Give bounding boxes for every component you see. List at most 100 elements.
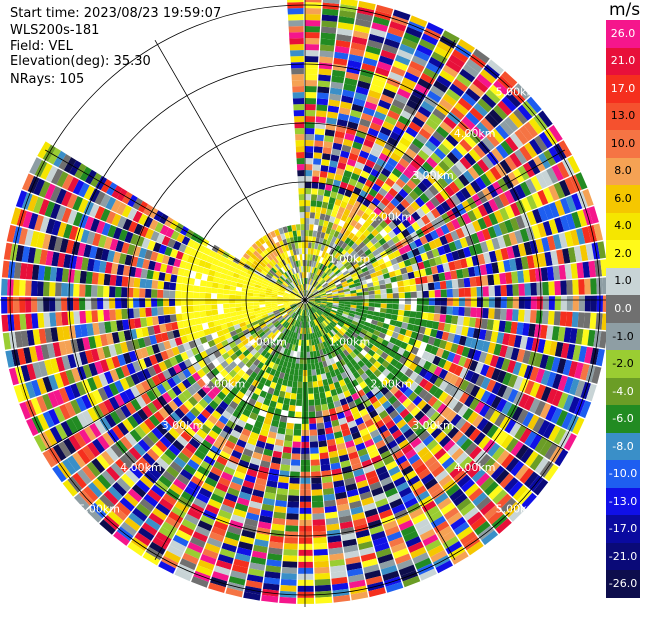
velocity-gate (459, 392, 470, 404)
velocity-gate (411, 458, 424, 470)
velocity-gate (430, 219, 441, 230)
velocity-gate (126, 244, 136, 256)
velocity-gate (354, 161, 365, 170)
velocity-gate (274, 439, 284, 447)
velocity-gate (68, 325, 77, 339)
velocity-gate (275, 402, 283, 410)
velocity-gate (379, 220, 388, 229)
velocity-gate (322, 8, 339, 16)
velocity-gate (193, 285, 200, 293)
velocity-gate (282, 341, 288, 349)
velocity-gate (386, 239, 395, 247)
velocity-gate (49, 186, 62, 203)
velocity-gate (308, 293, 314, 298)
velocity-gate (410, 291, 417, 298)
velocity-gate (37, 413, 50, 431)
velocity-gate (389, 104, 403, 115)
velocity-gate (313, 248, 318, 256)
velocity-gate (560, 280, 567, 295)
velocity-gate (278, 268, 285, 275)
velocity-gate (409, 94, 423, 106)
velocity-gate (299, 525, 312, 532)
velocity-gate (305, 290, 307, 297)
velocity-gate (548, 296, 555, 310)
velocity-gate (62, 479, 78, 497)
velocity-gate (320, 300, 327, 303)
velocity-gate (510, 460, 525, 477)
velocity-gate (290, 311, 295, 317)
velocity-gate (205, 287, 212, 293)
velocity-gate (1, 314, 9, 332)
velocity-gate (275, 255, 282, 262)
velocity-gate (435, 103, 450, 116)
velocity-gate (391, 331, 400, 339)
velocity-gate (548, 125, 563, 143)
velocity-gate (420, 72, 436, 85)
velocity-gate (333, 400, 342, 408)
velocity-gate (81, 465, 96, 481)
velocity-gate (467, 266, 476, 277)
velocity-gate (219, 548, 236, 559)
velocity-gate (316, 331, 321, 338)
velocity-gate (175, 283, 182, 291)
velocity-gate (389, 131, 402, 142)
velocity-gate (298, 567, 314, 574)
velocity-gate (97, 387, 109, 402)
velocity-gate (223, 263, 231, 270)
velocity-gate (291, 290, 298, 295)
velocity-gate (497, 235, 507, 249)
velocity-gate (119, 497, 135, 512)
velocity-gate (464, 297, 471, 307)
velocity-gate (272, 287, 279, 292)
velocity-gate (461, 326, 469, 337)
velocity-gate (152, 242, 162, 253)
velocity-gate (392, 414, 403, 425)
velocity-gate (185, 349, 195, 359)
velocity-gate (407, 475, 421, 487)
velocity-gate (19, 297, 26, 313)
velocity-gate (314, 560, 329, 568)
velocity-gate (298, 369, 303, 376)
velocity-gate (445, 197, 456, 209)
velocity-gate (319, 170, 328, 178)
velocity-gate (581, 226, 592, 244)
velocity-gate (144, 418, 156, 431)
velocity-gate (293, 375, 299, 382)
velocity-gate (244, 474, 256, 484)
velocity-gate (420, 276, 428, 284)
colorbar-tick-label: -2.0 (612, 357, 634, 371)
velocity-gate (354, 314, 361, 320)
velocity-gate (333, 381, 341, 389)
velocity-gate (181, 253, 190, 262)
velocity-gate (538, 110, 553, 128)
velocity-gate (94, 498, 111, 515)
velocity-gate (473, 432, 486, 446)
velocity-gate (290, 261, 295, 269)
velocity-gate (412, 395, 423, 406)
velocity-gate (342, 195, 351, 203)
velocity-gate (315, 206, 322, 214)
velocity-gate (182, 552, 199, 565)
velocity-gate (472, 492, 488, 507)
velocity-gate (350, 272, 358, 278)
colorbar: 26.0 21.0 17.0 13.0 10.0 8.0 6.0 4.0 2.0 1.0 0.0 -1… (606, 20, 640, 617)
velocity-gate (222, 498, 236, 509)
velocity-gate (241, 357, 250, 365)
velocity-gate (527, 159, 541, 175)
velocity-gate (150, 230, 160, 242)
velocity-gate (305, 236, 309, 243)
velocity-gate (335, 283, 343, 288)
velocity-gate (306, 266, 309, 273)
velocity-gate (432, 355, 442, 366)
velocity-gate (328, 330, 335, 338)
velocity-gate (396, 88, 411, 99)
velocity-gate (346, 445, 357, 454)
velocity-gate (499, 344, 508, 358)
velocity-gate (147, 366, 157, 377)
velocity-gate (255, 240, 262, 248)
velocity-gate (343, 544, 359, 553)
velocity-gate (222, 328, 230, 335)
colorbar-tick-label: 8.0 (614, 164, 632, 178)
velocity-gate (254, 310, 261, 315)
velocity-gate (496, 384, 508, 398)
